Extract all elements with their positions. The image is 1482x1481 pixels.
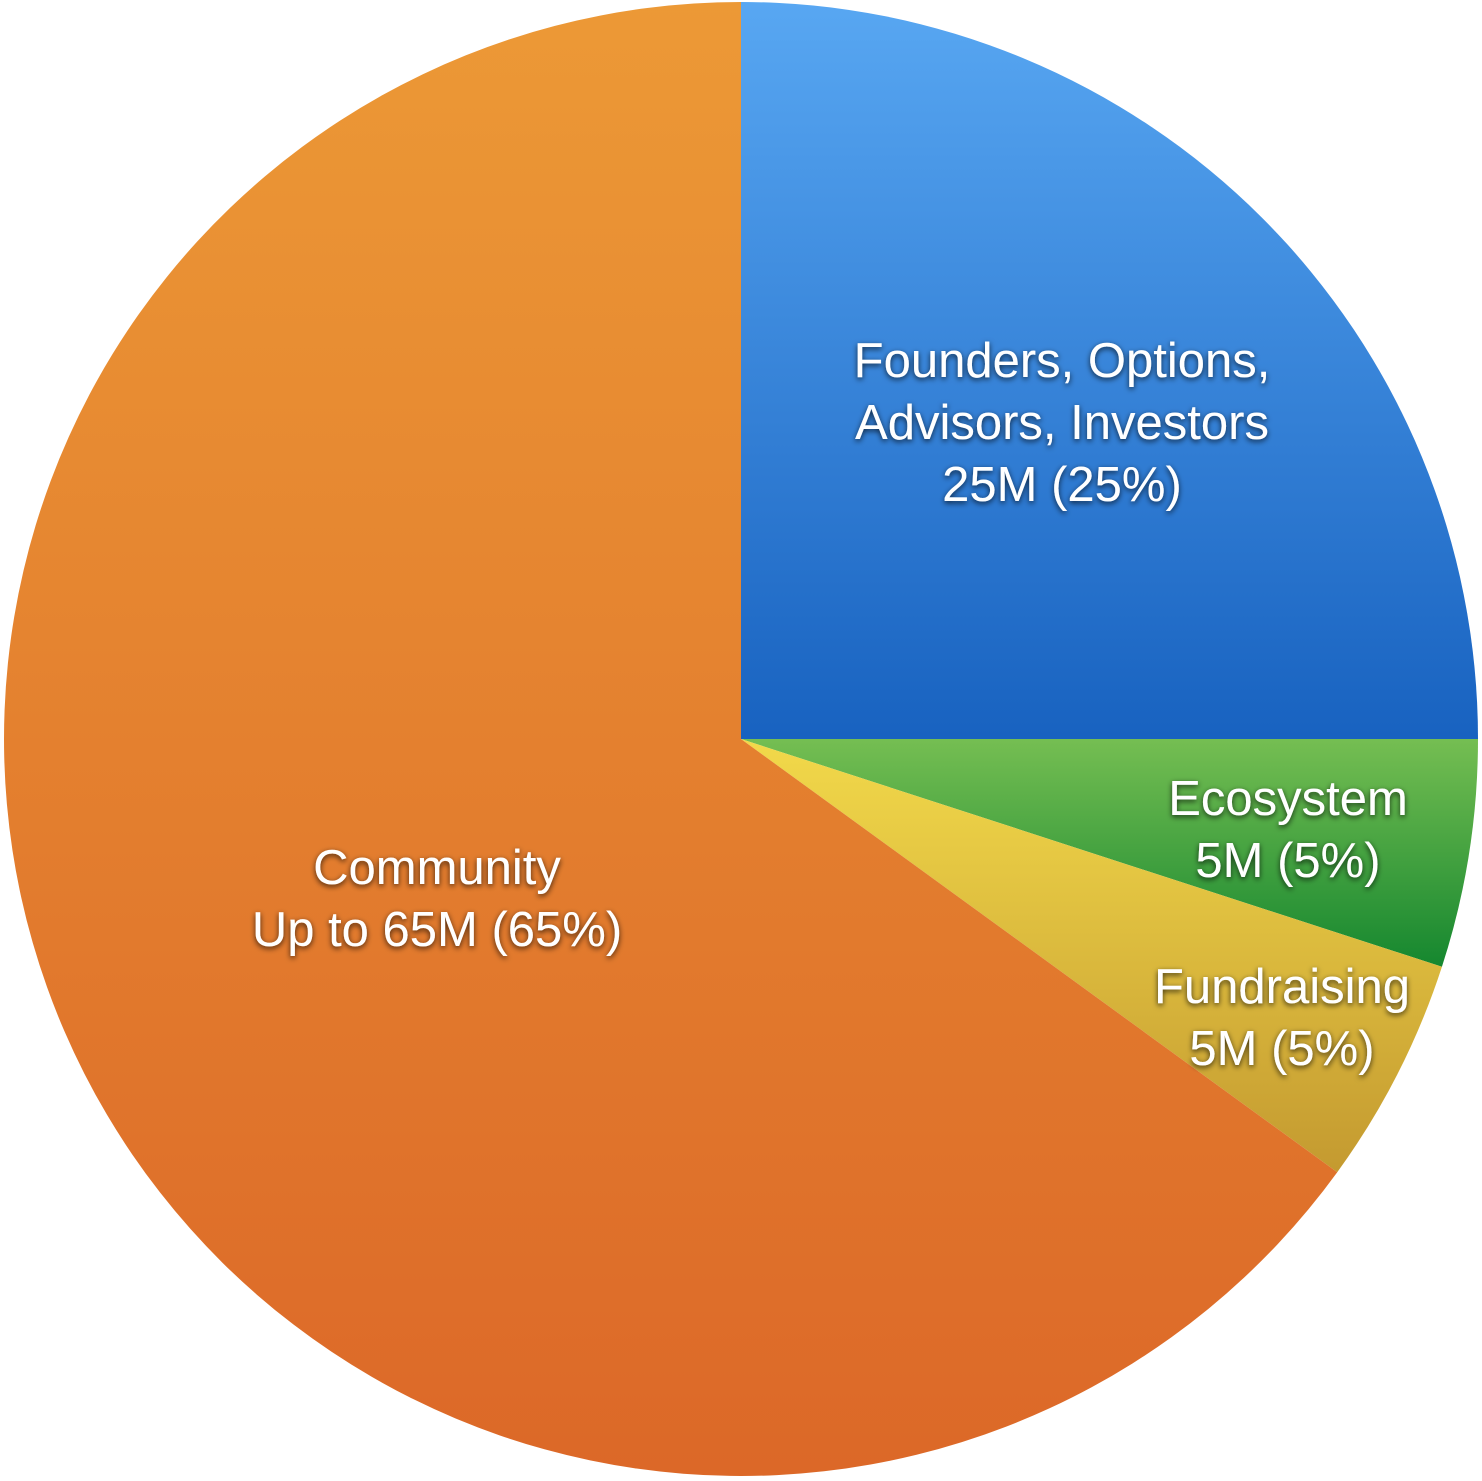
slice-label-line: 5M (5%) (1189, 1022, 1374, 1076)
pie-labels: Founders, Options, Advisors, Investors 25M… (252, 334, 1410, 1076)
slice-label-founders-options-advisors-investors: Founders, Options, Advisors, Investors 25M… (854, 334, 1271, 512)
pie-slice-ecosystem (741, 739, 1478, 967)
slice-label-line: Ecosystem (1168, 772, 1408, 826)
slice-label-line: Community (313, 841, 561, 895)
pie-slice-community (4, 2, 1338, 1477)
slice-label-community: Community Up to 65M (65%) (252, 841, 622, 957)
pie-slices (4, 2, 1478, 1477)
slice-label-line: 25M (25%) (942, 458, 1182, 512)
slice-label-line: Advisors, Investors (855, 396, 1269, 450)
pie-slice-founders-options-advisors-investors (741, 2, 1478, 739)
slice-label-line: 5M (5%) (1195, 834, 1380, 888)
pie-slice-fundraising (741, 739, 1442, 1173)
slice-label-line: Fundraising (1154, 960, 1410, 1014)
slice-label-line: Founders, Options, (854, 334, 1271, 388)
slice-label-fundraising: Fundraising 5M (5%) (1154, 960, 1410, 1076)
slice-label-ecosystem: Ecosystem 5M (5%) (1168, 772, 1408, 888)
slice-label-line: Up to 65M (65%) (252, 903, 622, 957)
